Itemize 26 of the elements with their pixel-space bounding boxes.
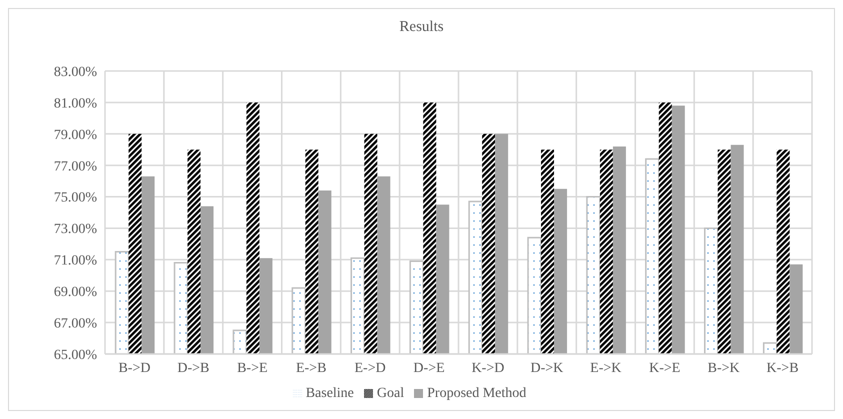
y-tick-label: 77.00% — [54, 159, 98, 174]
x-tick-label: K->E — [649, 360, 680, 376]
x-tick-label: D->B — [177, 360, 210, 376]
x-tick-label: E->K — [590, 360, 622, 376]
legend-label: Proposed Method — [427, 386, 526, 401]
y-tick-label: 65.00% — [54, 348, 98, 363]
x-tick-label: K->D — [472, 360, 504, 376]
x-tick-label: B->E — [237, 360, 268, 376]
x-tick-label: D->E — [413, 360, 445, 376]
x-tick-label: K->B — [766, 360, 799, 376]
legend-label: Baseline — [306, 386, 354, 401]
y-tick-label: 69.00% — [54, 285, 98, 300]
x-tick-label: E->B — [296, 360, 326, 376]
x-tick-label: E->D — [354, 360, 386, 376]
chart-title: Results — [398, 19, 445, 36]
y-tick-label: 83.00% — [54, 64, 98, 80]
legend-label: Goal — [376, 386, 404, 401]
y-tick-label: 75.00% — [54, 190, 98, 206]
y-tick-label: 67.00% — [54, 316, 98, 332]
y-tick-label: 71.00% — [54, 254, 98, 269]
y-tick-label: 81.00% — [54, 96, 98, 112]
x-tick-label: B->K — [708, 360, 740, 376]
y-tick-label: 79.00% — [54, 128, 98, 143]
x-tick-label: D->K — [530, 360, 564, 376]
x-tick-label: B->D — [118, 360, 150, 376]
y-tick-label: 73.00% — [54, 222, 98, 238]
